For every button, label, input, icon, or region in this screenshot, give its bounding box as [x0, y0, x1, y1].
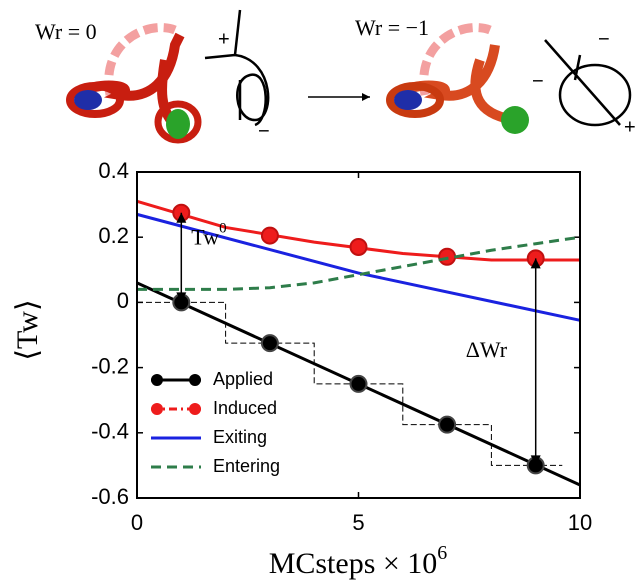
marker [351, 239, 367, 255]
legend-label: Induced [213, 398, 277, 418]
arrow-head [362, 93, 370, 101]
x-axis-label-sup: 6 [437, 542, 447, 564]
sign: − [258, 120, 270, 142]
illustration-right [390, 28, 630, 134]
sign: + [218, 28, 230, 50]
marker [262, 335, 278, 351]
legend-marker [189, 403, 201, 415]
annotation-text: ΔWr [466, 337, 508, 362]
sign: − [532, 70, 544, 92]
marker [351, 376, 367, 392]
legend-label: Applied [213, 369, 273, 389]
marker [439, 417, 455, 433]
sign: + [624, 116, 636, 138]
marker [262, 228, 278, 244]
annotation-label: ΔWr [466, 337, 508, 362]
legend-marker [189, 374, 201, 386]
y-tick-label: 0.4 [98, 158, 129, 183]
x-tick-label: 0 [131, 510, 143, 535]
figure: Wr = 0 Wr = −1 + − − − + ⟨Tw⟩ 0.40.20-0.… [0, 0, 640, 588]
illustration-left [70, 10, 268, 140]
sign: − [598, 28, 610, 50]
x-tick-label: 10 [568, 510, 592, 535]
x-tick-label: 5 [352, 510, 364, 535]
annotation-text: Tw [191, 225, 219, 250]
annotation-label: Tw0 [191, 221, 226, 250]
page: {"chart_data": {"type": "line", "ylabel"… [0, 0, 640, 588]
x-axis-label: MCsteps × 106 [269, 542, 448, 580]
y-tick-label: -0.4 [91, 419, 129, 444]
y-axis-label: ⟨Tw⟩ [11, 299, 44, 360]
legend-marker [151, 403, 163, 415]
y-tick-label: -0.2 [91, 353, 129, 378]
legend-marker [151, 374, 163, 386]
wr-label: Wr = −1 [355, 15, 429, 40]
wr-label: Wr = 0 [35, 19, 97, 44]
x-axis-label-text: MCsteps × 10 [269, 547, 438, 580]
legend-label: Entering [213, 456, 280, 476]
y-tick-label: 0 [117, 288, 129, 313]
marker [439, 249, 455, 265]
annotation-sup: 0 [219, 221, 227, 237]
y-tick-label: -0.6 [91, 484, 129, 509]
legend-label: Exiting [213, 427, 267, 447]
y-tick-label: 0.2 [98, 223, 129, 248]
